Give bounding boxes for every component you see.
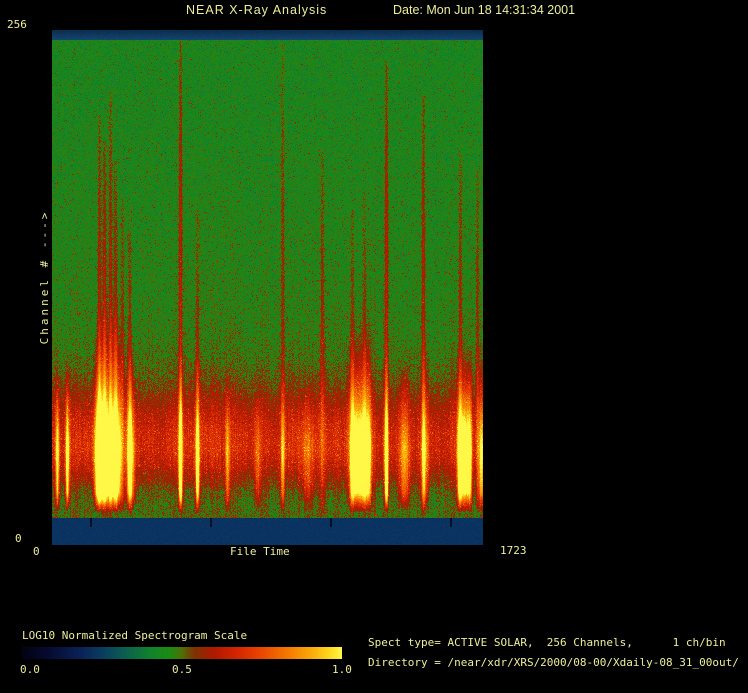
colorbar-gradient bbox=[22, 647, 342, 659]
y-axis-min-label: 0 bbox=[15, 532, 22, 545]
x-axis-max-label: 1723 bbox=[500, 544, 527, 557]
date-label: Date: Mon Jun 18 14:31:34 2001 bbox=[393, 3, 576, 17]
spectrogram-canvas bbox=[52, 30, 483, 545]
colorbar-title: LOG10 Normalized Spectrogram Scale bbox=[22, 629, 248, 642]
colorbar-tick-1: 0.5 bbox=[172, 663, 192, 676]
page-title: NEAR X-Ray Analysis bbox=[186, 3, 328, 17]
spectrogram-plot-area bbox=[52, 30, 483, 545]
x-axis-min-label: 0 bbox=[33, 545, 40, 558]
colorbar-tick-2: 1.0 bbox=[332, 663, 352, 676]
y-axis-title: Channel # ---> bbox=[38, 209, 51, 345]
x-axis-title: File Time bbox=[230, 545, 290, 558]
directory-info: Directory = /near/xdr/XRS/2000/08-00/Xda… bbox=[368, 656, 739, 669]
spect-type-info: Spect type= ACTIVE SOLAR, 256 Channels, … bbox=[368, 636, 726, 649]
colorbar-tick-0: 0.0 bbox=[20, 663, 40, 676]
y-axis-max-label: 256 bbox=[7, 18, 27, 31]
